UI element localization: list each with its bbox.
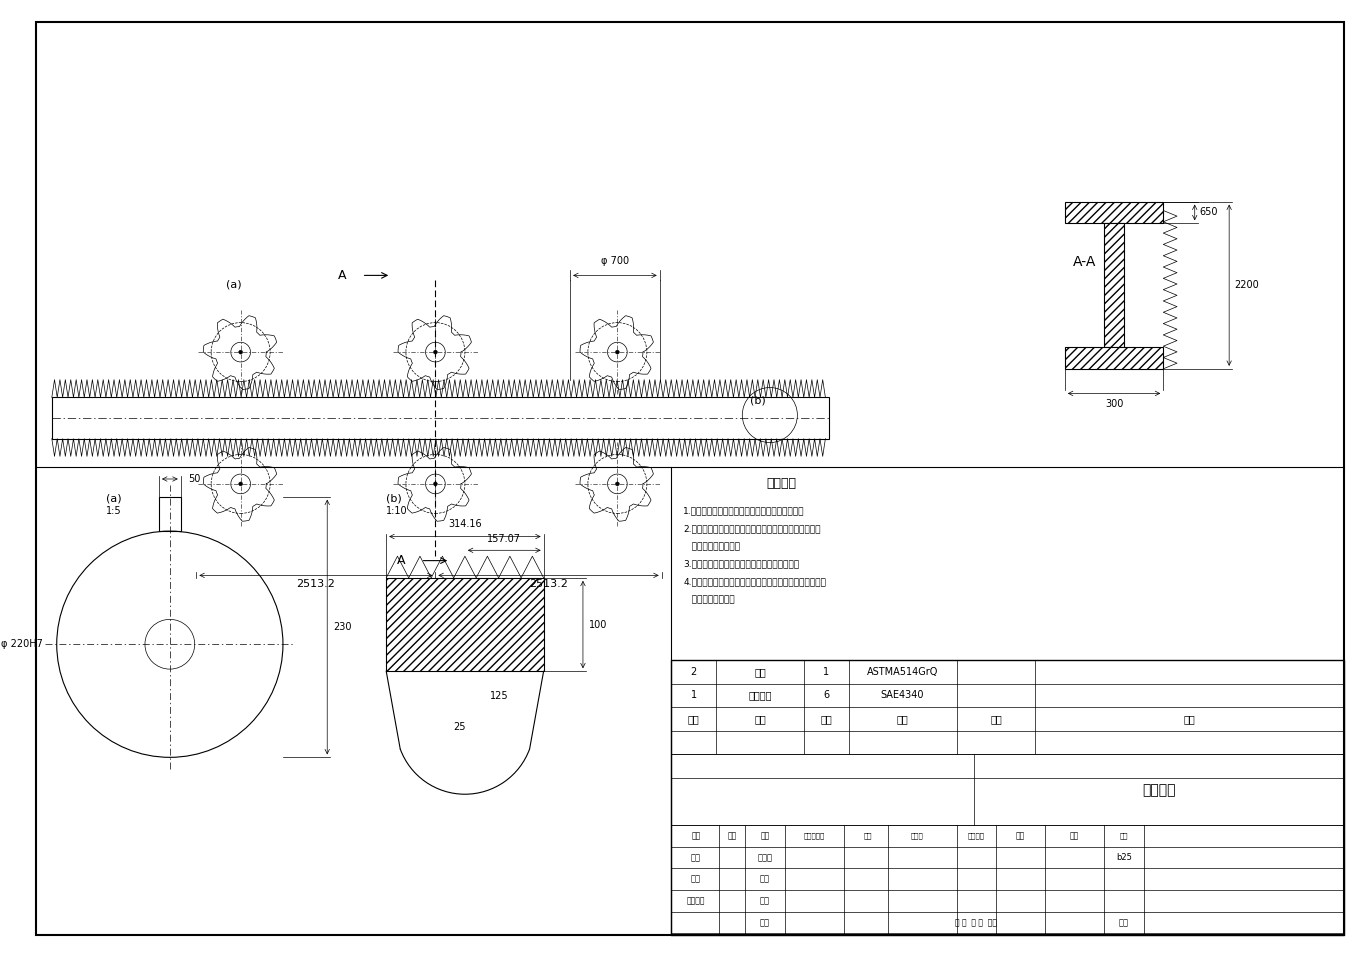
- Text: 2513.2: 2513.2: [530, 579, 568, 590]
- Text: 签名: 签名: [864, 833, 872, 839]
- Text: 157.07: 157.07: [488, 534, 521, 545]
- Circle shape: [615, 350, 619, 354]
- Text: 技术要求: 技术要求: [767, 477, 797, 490]
- Text: 标准: 标准: [990, 714, 1002, 724]
- Text: 4.零件在装配前必须清理和清洗干净，不得有毛刺、飞边、: 4.零件在装配前必须清理和清洗干净，不得有毛刺、飞边、: [683, 577, 826, 587]
- Text: 1: 1: [823, 667, 830, 677]
- Bar: [159, 497, 181, 531]
- Text: 审核: 审核: [760, 897, 770, 905]
- Text: 300: 300: [1105, 399, 1123, 410]
- Text: 主管设计: 主管设计: [687, 897, 705, 905]
- Polygon shape: [1104, 223, 1124, 347]
- Circle shape: [239, 482, 243, 486]
- Text: φ 700: φ 700: [600, 256, 629, 265]
- Text: (b): (b): [386, 494, 402, 503]
- Text: 校对: 校对: [691, 875, 701, 884]
- Text: 备注: 备注: [1184, 714, 1195, 724]
- Circle shape: [615, 482, 619, 486]
- Text: 100: 100: [589, 619, 607, 630]
- Text: ASTMA514GrQ: ASTMA514GrQ: [866, 667, 938, 677]
- Text: 阶段标记: 阶段标记: [968, 833, 985, 839]
- Text: 2.安装工作人员必须具备到位的市场服务意识，独立看图: 2.安装工作人员必须具备到位的市场服务意识，独立看图: [683, 524, 820, 533]
- Text: 3.严格按照设备的安装方案完成设备安装工作；: 3.严格按照设备的安装方案完成设备安装工作；: [683, 560, 800, 568]
- Polygon shape: [1065, 202, 1164, 223]
- Text: 2: 2: [690, 667, 697, 677]
- Text: 齿轮齿条: 齿轮齿条: [1142, 783, 1176, 797]
- Text: 1.装配过程中零件不允许碰撞、碌、划伤和锈蚀；: 1.装配过程中零件不允许碰撞、碌、划伤和锈蚀；: [683, 506, 805, 516]
- Text: 1:10: 1:10: [386, 506, 407, 517]
- Text: 230: 230: [333, 622, 352, 632]
- Text: 材料: 材料: [896, 714, 909, 724]
- Text: 314.16: 314.16: [448, 519, 482, 528]
- Text: 标记: 标记: [691, 832, 701, 840]
- Text: 2513.2: 2513.2: [296, 579, 335, 590]
- Circle shape: [433, 350, 437, 354]
- Text: A: A: [398, 554, 406, 568]
- Text: 工艺: 工艺: [760, 875, 770, 884]
- Text: 标准化: 标准化: [758, 854, 773, 862]
- Text: 齿条: 齿条: [754, 667, 766, 677]
- Bar: [671, 660, 1344, 935]
- Text: 序号: 序号: [687, 714, 699, 724]
- Text: 重量: 重量: [1016, 832, 1025, 840]
- Text: 名称: 名称: [754, 714, 766, 724]
- Text: A: A: [338, 269, 346, 282]
- Text: 更改文件号: 更改文件号: [804, 833, 824, 839]
- Text: b25: b25: [1116, 854, 1131, 862]
- Text: 6: 6: [823, 690, 830, 701]
- Text: 批准: 批准: [760, 918, 770, 927]
- Text: 比例: 比例: [1070, 832, 1080, 840]
- Text: 分区: 分区: [760, 832, 770, 840]
- Text: 25: 25: [454, 723, 466, 732]
- Circle shape: [433, 482, 437, 486]
- Text: 1: 1: [690, 690, 697, 701]
- Text: 设计: 设计: [691, 854, 701, 862]
- Text: (a): (a): [225, 279, 242, 289]
- Text: 650: 650: [1199, 208, 1218, 217]
- Text: 年月日: 年月日: [911, 833, 923, 839]
- Text: 共 页  第 页  版本: 共 页 第 页 版本: [956, 918, 997, 927]
- Text: 处设: 处设: [728, 832, 737, 840]
- Text: 2200: 2200: [1234, 280, 1259, 290]
- Text: 数量: 数量: [820, 714, 832, 724]
- Text: 替代: 替代: [1119, 918, 1128, 927]
- Text: φ 220H7: φ 220H7: [1, 639, 43, 649]
- Text: A-A: A-A: [1073, 255, 1096, 269]
- Text: (b): (b): [750, 395, 766, 405]
- Text: 七齿齿轮: 七齿齿轮: [748, 690, 771, 701]
- Circle shape: [239, 350, 243, 354]
- Text: 和安装的工作能力；: 和安装的工作能力；: [683, 542, 740, 551]
- Text: 125: 125: [490, 691, 509, 701]
- Polygon shape: [1065, 347, 1164, 368]
- Text: 氧化皮和锈锶等。: 氧化皮和锈锶等。: [683, 595, 735, 604]
- Polygon shape: [386, 578, 543, 671]
- Text: (a): (a): [106, 494, 121, 503]
- Text: SAE4340: SAE4340: [881, 690, 925, 701]
- Text: 50: 50: [189, 474, 201, 484]
- Text: 比列: 比列: [1119, 833, 1128, 839]
- Text: 1:5: 1:5: [106, 506, 121, 517]
